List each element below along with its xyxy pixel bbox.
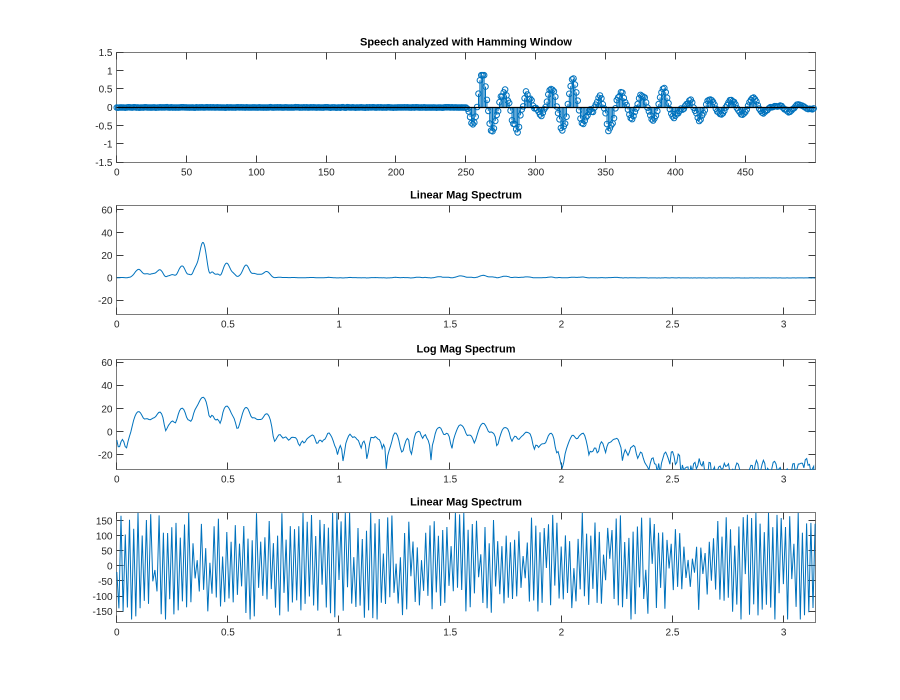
svg-text:60: 60 bbox=[101, 358, 113, 369]
svg-text:1.5: 1.5 bbox=[443, 475, 457, 486]
svg-text:300: 300 bbox=[527, 168, 544, 179]
svg-text:0: 0 bbox=[107, 274, 113, 285]
svg-text:0: 0 bbox=[114, 168, 120, 179]
svg-text:2: 2 bbox=[559, 320, 565, 331]
svg-text:0.5: 0.5 bbox=[221, 628, 235, 639]
svg-text:0.5: 0.5 bbox=[99, 85, 113, 96]
svg-text:2.5: 2.5 bbox=[666, 628, 680, 639]
svg-text:1: 1 bbox=[107, 66, 113, 77]
svg-text:150: 150 bbox=[318, 168, 335, 179]
svg-text:1.5: 1.5 bbox=[443, 628, 457, 639]
svg-text:0: 0 bbox=[107, 562, 113, 573]
svg-text:Linear Mag Spectrum: Linear Mag Spectrum bbox=[410, 190, 522, 202]
svg-text:-1.5: -1.5 bbox=[95, 158, 113, 169]
svg-text:1.5: 1.5 bbox=[443, 320, 457, 331]
svg-text:0.5: 0.5 bbox=[221, 320, 235, 331]
svg-text:40: 40 bbox=[101, 228, 113, 239]
svg-text:-1: -1 bbox=[104, 140, 113, 151]
svg-text:200: 200 bbox=[388, 168, 405, 179]
svg-text:1: 1 bbox=[336, 475, 342, 486]
svg-text:2.5: 2.5 bbox=[666, 320, 680, 331]
svg-text:450: 450 bbox=[737, 168, 754, 179]
svg-text:0: 0 bbox=[114, 628, 120, 639]
svg-text:250: 250 bbox=[458, 168, 475, 179]
svg-text:50: 50 bbox=[101, 547, 113, 558]
svg-text:Linear Mag Spectrum: Linear Mag Spectrum bbox=[410, 497, 522, 509]
svg-text:1: 1 bbox=[336, 320, 342, 331]
svg-text:150: 150 bbox=[96, 517, 113, 528]
svg-text:-100: -100 bbox=[92, 592, 112, 603]
svg-text:350: 350 bbox=[597, 168, 614, 179]
svg-text:Log Mag Spectrum: Log Mag Spectrum bbox=[416, 344, 515, 356]
svg-text:-50: -50 bbox=[98, 577, 113, 588]
svg-text:3: 3 bbox=[781, 320, 787, 331]
svg-text:40: 40 bbox=[101, 381, 113, 392]
svg-text:0: 0 bbox=[107, 428, 113, 439]
svg-text:1.5: 1.5 bbox=[99, 48, 113, 59]
svg-text:20: 20 bbox=[101, 251, 113, 262]
svg-text:0: 0 bbox=[114, 475, 120, 486]
svg-text:100: 100 bbox=[248, 168, 265, 179]
svg-text:-20: -20 bbox=[98, 451, 113, 462]
svg-text:2.5: 2.5 bbox=[666, 475, 680, 486]
svg-text:2: 2 bbox=[559, 475, 565, 486]
svg-text:20: 20 bbox=[101, 404, 113, 415]
svg-text:Speech analyzed with Hamming W: Speech analyzed with Hamming Window bbox=[360, 37, 572, 49]
svg-text:0.5: 0.5 bbox=[221, 475, 235, 486]
svg-text:-0.5: -0.5 bbox=[95, 121, 113, 132]
svg-text:60: 60 bbox=[101, 206, 113, 217]
svg-text:1: 1 bbox=[336, 628, 342, 639]
svg-text:3: 3 bbox=[781, 628, 787, 639]
svg-text:100: 100 bbox=[96, 532, 113, 543]
svg-text:-20: -20 bbox=[98, 296, 113, 307]
svg-text:2: 2 bbox=[559, 628, 565, 639]
svg-text:400: 400 bbox=[667, 168, 684, 179]
svg-text:-150: -150 bbox=[92, 607, 112, 618]
svg-text:50: 50 bbox=[181, 168, 193, 179]
svg-text:3: 3 bbox=[781, 475, 787, 486]
svg-text:0: 0 bbox=[114, 320, 120, 331]
svg-text:0: 0 bbox=[107, 103, 113, 114]
